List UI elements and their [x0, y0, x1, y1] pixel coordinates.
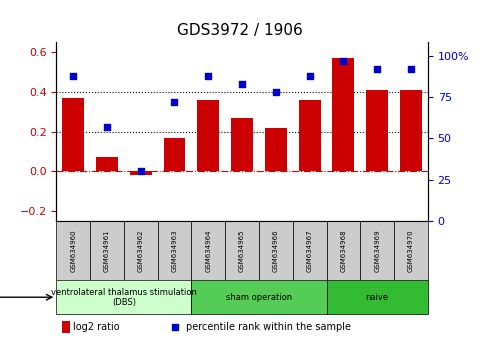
Point	[372, 66, 380, 72]
Bar	[129, 171, 151, 175]
Bar	[399, 90, 421, 171]
Bar	[197, 100, 219, 171]
Text: GSM634969: GSM634969	[373, 229, 379, 272]
Bar	[366, 90, 387, 171]
Point	[137, 169, 144, 174]
FancyBboxPatch shape	[191, 221, 224, 280]
Text: GSM634961: GSM634961	[104, 229, 110, 272]
Bar	[96, 158, 118, 171]
Text: GSM634970: GSM634970	[407, 229, 413, 272]
FancyBboxPatch shape	[123, 221, 157, 280]
Text: GSM634960: GSM634960	[70, 229, 76, 272]
Point	[406, 66, 414, 72]
Bar	[231, 118, 252, 171]
FancyBboxPatch shape	[90, 221, 123, 280]
FancyBboxPatch shape	[360, 221, 393, 280]
Text: GSM634963: GSM634963	[171, 229, 177, 272]
Text: sham operation: sham operation	[225, 293, 291, 302]
Point	[339, 58, 346, 63]
Text: GSM634962: GSM634962	[138, 229, 143, 272]
Point	[238, 81, 245, 87]
FancyBboxPatch shape	[326, 221, 360, 280]
Text: GSM634966: GSM634966	[272, 229, 278, 272]
Bar	[264, 128, 286, 171]
Text: GSM634964: GSM634964	[205, 229, 211, 272]
Point	[171, 324, 179, 330]
Text: GDS3972 / 1906: GDS3972 / 1906	[176, 23, 302, 38]
Bar	[62, 98, 84, 171]
Bar	[298, 100, 320, 171]
Point	[305, 73, 313, 78]
Point	[69, 73, 77, 78]
FancyBboxPatch shape	[393, 221, 427, 280]
Point	[271, 89, 279, 95]
Text: percentile rank within the sample: percentile rank within the sample	[186, 322, 350, 332]
FancyBboxPatch shape	[56, 280, 191, 314]
FancyBboxPatch shape	[157, 221, 191, 280]
FancyBboxPatch shape	[224, 221, 259, 280]
FancyBboxPatch shape	[191, 280, 326, 314]
Bar	[61, 320, 70, 333]
FancyBboxPatch shape	[326, 280, 427, 314]
Bar	[163, 138, 185, 171]
FancyBboxPatch shape	[259, 221, 292, 280]
Text: GSM634965: GSM634965	[239, 229, 244, 272]
Text: naive: naive	[365, 293, 388, 302]
FancyBboxPatch shape	[56, 221, 90, 280]
Point	[170, 99, 178, 105]
Text: log2 ratio: log2 ratio	[73, 322, 120, 332]
Text: GSM634967: GSM634967	[306, 229, 312, 272]
Text: GSM634968: GSM634968	[340, 229, 346, 272]
Text: ventrolateral thalamus stimulation
(DBS): ventrolateral thalamus stimulation (DBS)	[51, 287, 196, 307]
Bar	[332, 58, 354, 171]
FancyBboxPatch shape	[292, 221, 326, 280]
Point	[103, 124, 111, 130]
Point	[204, 73, 212, 78]
